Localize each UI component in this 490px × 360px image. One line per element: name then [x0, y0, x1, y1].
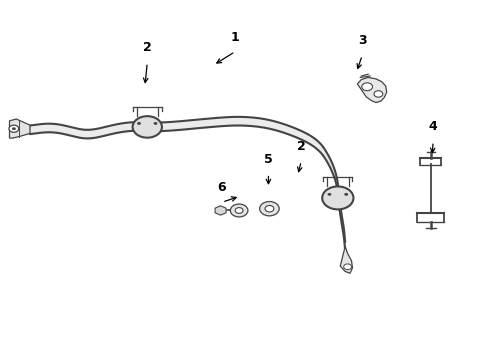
Circle shape	[137, 122, 141, 125]
Circle shape	[12, 127, 16, 130]
Polygon shape	[340, 246, 352, 273]
Circle shape	[153, 122, 157, 125]
Circle shape	[265, 206, 274, 212]
Polygon shape	[9, 119, 30, 138]
Circle shape	[235, 208, 243, 213]
Circle shape	[133, 116, 162, 138]
Text: 5: 5	[264, 153, 273, 166]
Text: 6: 6	[218, 181, 226, 194]
Text: 2: 2	[297, 140, 306, 153]
Circle shape	[230, 204, 248, 217]
Polygon shape	[215, 206, 226, 215]
Text: 4: 4	[429, 120, 438, 134]
Circle shape	[343, 264, 351, 270]
Circle shape	[374, 91, 383, 97]
Circle shape	[260, 202, 279, 216]
Text: 1: 1	[231, 31, 240, 44]
Polygon shape	[357, 77, 387, 103]
Circle shape	[9, 125, 19, 132]
Circle shape	[322, 186, 353, 210]
Text: 3: 3	[358, 34, 367, 47]
Text: 2: 2	[143, 41, 151, 54]
Circle shape	[362, 83, 372, 91]
Circle shape	[327, 193, 331, 196]
Circle shape	[344, 193, 348, 196]
